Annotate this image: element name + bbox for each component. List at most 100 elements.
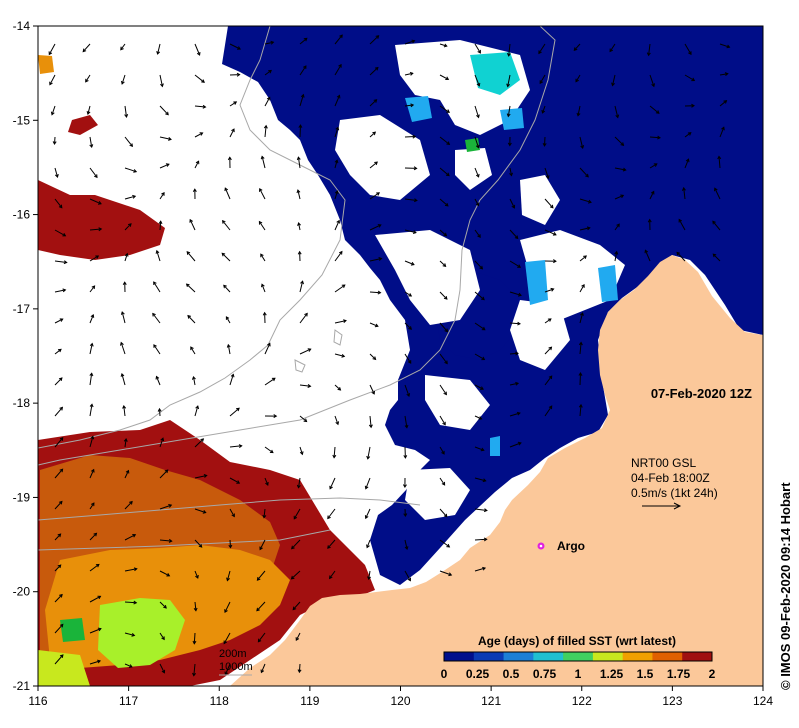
current-vector — [577, 105, 581, 116]
current-vector — [614, 136, 624, 146]
current-vector-head — [481, 296, 485, 301]
current-vector-head — [657, 135, 661, 140]
current-vector — [295, 632, 301, 641]
current-vector — [369, 67, 379, 76]
current-vector-head — [377, 290, 382, 295]
current-vector — [474, 105, 480, 118]
current-vector — [229, 43, 241, 50]
colorbar-tick-label: 1.5 — [637, 667, 654, 681]
current-vector — [439, 260, 446, 267]
current-vector — [54, 136, 56, 145]
current-vector-head — [364, 515, 369, 520]
current-vector — [260, 663, 266, 673]
current-vector — [684, 43, 692, 55]
current-vector — [229, 407, 240, 417]
current-vector — [649, 105, 660, 114]
colorbar-ticks: 0 0.25 0.5 0.75 1 1.25 1.5 1.75 2 — [441, 667, 716, 681]
current-vector — [404, 229, 417, 234]
current-vector-head — [444, 328, 449, 333]
current-vector — [684, 159, 689, 169]
current-vector — [89, 628, 102, 634]
current-vector-head — [233, 101, 238, 105]
current-vector-head — [259, 546, 263, 551]
current-vector — [404, 384, 410, 397]
current-vector-head — [90, 435, 95, 440]
current-vector — [649, 191, 655, 200]
current-vector-head — [59, 593, 63, 598]
lon-tick-label: 122 — [572, 694, 592, 708]
current-vector-head — [717, 155, 722, 160]
current-vector — [89, 595, 101, 603]
current-vector-head — [91, 468, 95, 473]
credit-label: © IMOS 09-Feb-2020 09:14 Hobart — [778, 482, 793, 690]
current-vector — [544, 346, 552, 355]
current-vector — [299, 384, 311, 387]
current-vector — [439, 291, 448, 300]
current-vector-head — [296, 156, 301, 161]
current-vector — [579, 284, 585, 293]
current-vector-head — [59, 654, 64, 659]
current-vector — [579, 372, 581, 386]
current-vector-head — [337, 387, 342, 391]
current-vector — [260, 253, 266, 262]
current-vector — [291, 539, 301, 550]
current-vector — [292, 601, 301, 610]
current-vector-head — [343, 319, 347, 324]
current-vector — [193, 663, 196, 676]
current-vector — [194, 160, 200, 169]
current-vector-head — [611, 82, 615, 87]
current-vector — [159, 570, 170, 577]
current-vector — [257, 570, 266, 581]
current-vector-head — [298, 124, 303, 128]
current-vector-head — [516, 411, 521, 416]
colorbar-segment — [592, 652, 624, 661]
current-vector-head — [327, 515, 331, 520]
current-vector-head — [186, 251, 191, 255]
current-vector-head — [724, 72, 729, 76]
current-vector-head — [334, 159, 339, 164]
current-vector-head — [296, 189, 301, 194]
current-vector — [544, 405, 553, 417]
current-vector — [676, 252, 686, 262]
current-vector — [193, 632, 196, 644]
current-vector — [369, 353, 376, 360]
current-vector-head — [199, 132, 204, 136]
bathymetry-contours — [38, 26, 556, 551]
current-vector-head — [161, 192, 165, 196]
current-vector — [507, 105, 511, 117]
current-vector — [719, 127, 725, 138]
current-vector — [226, 570, 231, 581]
current-vector — [474, 260, 483, 270]
current-vector — [509, 442, 522, 448]
current-vector — [509, 291, 522, 296]
current-vector-head — [406, 393, 411, 398]
current-vector — [194, 405, 199, 417]
current-vector — [264, 477, 269, 486]
current-vector-head — [296, 484, 301, 489]
current-vector — [368, 570, 371, 580]
current-vector-head — [303, 37, 308, 42]
current-vector — [439, 167, 450, 176]
current-vector-head — [620, 194, 625, 199]
current-vector — [404, 353, 412, 364]
current-vector-head — [443, 391, 447, 396]
current-vector-head — [125, 469, 130, 474]
current-vector — [509, 412, 521, 417]
current-vector-head — [338, 63, 342, 68]
current-vector — [291, 570, 301, 580]
current-vector-head — [575, 78, 579, 83]
current-vector — [224, 187, 231, 200]
current-vector-head — [367, 576, 371, 581]
current-vector-head — [221, 219, 226, 224]
current-vector-head — [226, 577, 230, 582]
current-vector-head — [410, 261, 415, 266]
current-vector — [369, 192, 380, 200]
current-vector-head — [480, 447, 485, 452]
current-vector — [439, 477, 446, 486]
current-vector — [264, 69, 272, 76]
current-vector-head — [723, 100, 728, 104]
current-vector — [544, 167, 549, 179]
lon-tick-label: 117 — [119, 694, 138, 708]
current-vector — [159, 663, 165, 674]
current-vector — [439, 384, 447, 395]
